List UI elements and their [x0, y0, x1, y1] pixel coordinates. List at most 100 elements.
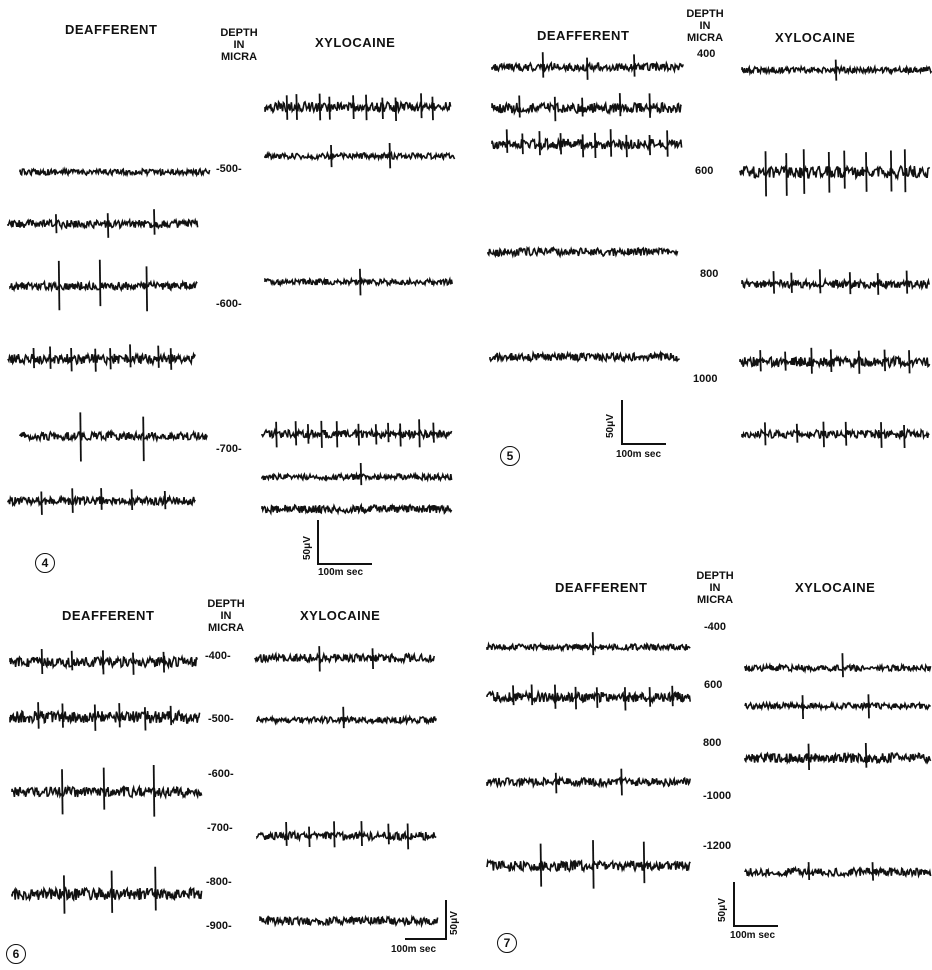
p5-scale-horizontal	[621, 443, 666, 445]
p6-scale-bar: 50μV 100m sec	[387, 895, 477, 965]
p7-scale-bar: 50μV 100m sec	[716, 882, 806, 957]
p6-scale-horizontal	[405, 938, 447, 940]
spike-mark	[142, 416, 145, 462]
spike-mark	[153, 209, 156, 235]
depth-word: DEPTH	[207, 598, 245, 610]
spike-mark	[801, 695, 804, 720]
p7-scale-vertical	[733, 882, 735, 927]
spike-mark	[890, 150, 893, 192]
p4-xylo-trace-6	[261, 495, 453, 523]
p5-depth-600: 600	[695, 165, 714, 177]
p6-panel-number: 6	[6, 944, 26, 964]
spike-mark	[822, 421, 825, 448]
spike-mark	[518, 95, 521, 118]
spike-mark	[154, 866, 157, 911]
p6-scale-time-label: 100m sec	[391, 944, 437, 955]
spike-mark	[32, 347, 35, 369]
spike-mark	[328, 96, 331, 120]
p6-depth-500: -500-	[208, 713, 234, 725]
p6-depth-400: -400-	[205, 650, 231, 662]
spike-mark	[374, 424, 378, 445]
spike-mark	[70, 347, 73, 372]
depth-word: DEPTH	[686, 8, 724, 20]
spike-mark	[530, 684, 534, 706]
micra-word: MICRA	[696, 594, 734, 606]
p4-xylo-trace-2	[264, 142, 456, 170]
spike-mark	[394, 97, 397, 122]
spike-mark	[521, 133, 524, 155]
spike-mark	[905, 270, 909, 294]
p6-depth-header: DEPTH IN MICRA	[196, 598, 256, 634]
spike-mark	[591, 632, 595, 656]
spike-mark	[857, 350, 861, 374]
p4-xylo-trace-5	[261, 462, 453, 491]
spike-mark	[110, 870, 114, 913]
spike-mark	[352, 95, 355, 120]
p4-xylo-trace-3	[264, 268, 453, 296]
p7-depth-800: 800	[703, 737, 722, 749]
spike-mark	[98, 259, 102, 307]
p6-depth-600: -600-	[208, 768, 234, 780]
p7-scale-time-label: 100m sec	[730, 930, 776, 941]
spike-mark	[37, 702, 40, 729]
spike-mark	[318, 93, 322, 121]
spike-mark	[871, 862, 874, 881]
spike-mark	[387, 823, 390, 845]
p7-panel-number: 7	[497, 933, 517, 953]
spike-mark	[330, 144, 333, 168]
p5-scale-time-label: 100m sec	[616, 449, 662, 460]
p7-deaf-trace-4	[486, 840, 691, 889]
spike-mark	[285, 95, 289, 120]
spike-mark	[876, 273, 880, 295]
spike-mark	[671, 685, 674, 707]
spike-mark	[865, 152, 868, 192]
p4-deafferent-header: DEAFFERENT	[65, 22, 158, 37]
spike-mark	[541, 52, 545, 78]
p4-depth-header: DEPTH IN MICRA	[214, 27, 264, 63]
p4-deaf-trace-1	[19, 158, 211, 186]
spike-mark	[624, 687, 627, 711]
spike-mark	[307, 424, 310, 444]
p7-xylo-trace-2	[744, 692, 931, 720]
spike-mark	[609, 129, 613, 157]
spike-mark	[883, 349, 886, 372]
p5-deafferent-header: DEAFFERENT	[537, 28, 630, 43]
spike-mark	[594, 132, 597, 159]
spike-mark	[633, 54, 636, 77]
spike-mark	[318, 646, 321, 672]
p5-deaf-trace-3	[491, 129, 683, 159]
in-word: IN	[233, 39, 245, 51]
spike-mark	[106, 213, 110, 238]
spike-mark	[169, 705, 173, 726]
spike-mark	[40, 491, 43, 515]
p5-xylo-trace-5	[741, 420, 930, 449]
spike-mark	[908, 350, 911, 374]
p4-depth-600: -600-	[216, 298, 242, 310]
p7-scale-horizontal	[733, 925, 778, 927]
spike-mark	[648, 93, 651, 118]
p5-deaf-trace-4	[487, 238, 679, 266]
spike-mark	[357, 423, 360, 446]
spike-mark	[100, 488, 103, 510]
spike-mark	[903, 149, 907, 193]
spike-mark	[109, 348, 112, 370]
spike-mark	[554, 684, 557, 709]
spike-mark	[55, 214, 58, 234]
spike-mark	[406, 823, 410, 850]
p7-xylocaine-header: XYLOCAINE	[795, 580, 876, 595]
spike-mark	[592, 840, 595, 889]
p4-xylo-trace-1	[264, 93, 452, 122]
p4-deaf-trace-6	[7, 487, 196, 515]
spike-mark	[418, 419, 421, 448]
spike-mark	[764, 151, 767, 197]
spike-mark	[162, 651, 165, 673]
spike-mark	[784, 351, 787, 371]
spike-mark	[538, 131, 541, 156]
spike-mark	[802, 149, 806, 194]
spike-mark	[152, 764, 156, 817]
p5-scale-bar: 50μV 100m sec	[603, 400, 683, 470]
p6-scale-voltage-label: 50μV	[449, 911, 460, 935]
spike-mark	[335, 421, 339, 448]
spike-mark	[581, 97, 584, 117]
spike-mark	[818, 269, 822, 294]
